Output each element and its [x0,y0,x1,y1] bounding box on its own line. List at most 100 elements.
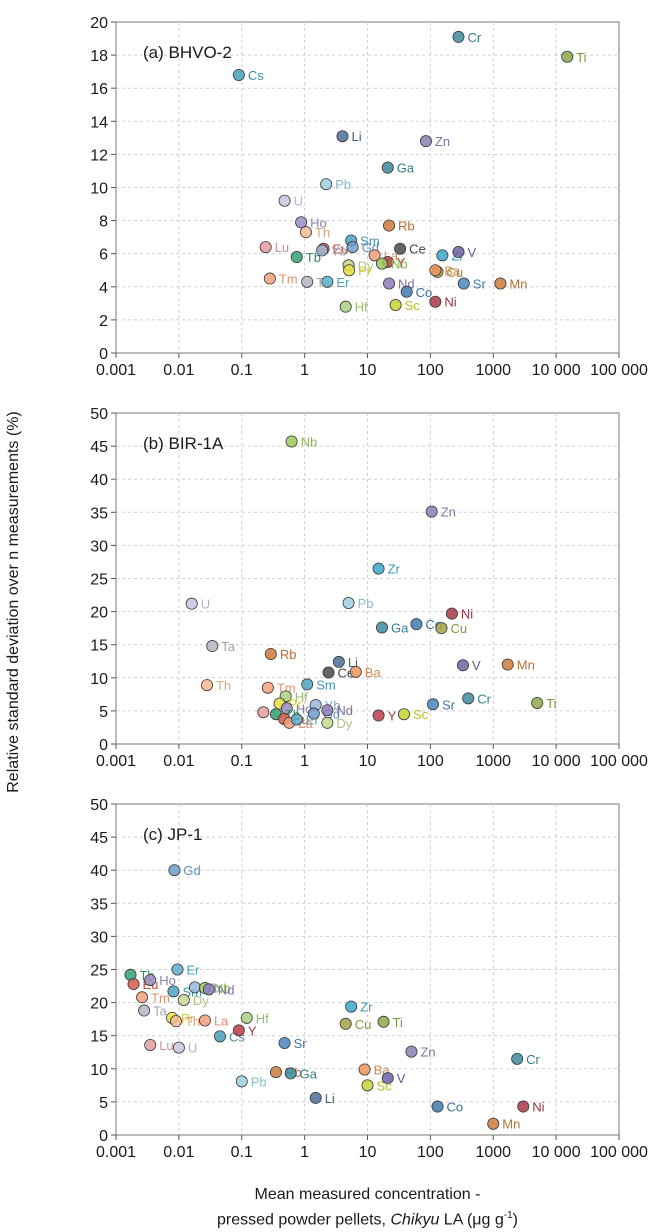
point-label-mn: Mn [502,1117,520,1132]
point-label-u: U [294,194,303,209]
point-label-ce: Ce [338,666,355,681]
point-label-li: Li [351,129,361,144]
point-v [381,1072,394,1085]
point-label-lu: Lu [275,240,289,255]
point-label-er: Er [186,963,200,978]
y-tick-label: 30 [90,538,108,555]
point-mn [501,658,514,671]
x-tick-label: 10 000 [532,1144,581,1161]
point-label-cr: Cr [467,30,481,45]
point-label-pb: Pb [251,1074,267,1089]
point-label-mn: Mn [517,658,535,673]
point-nd [202,983,215,996]
x-tick-label: 1 [300,753,309,770]
point-th [169,1015,182,1028]
point-label-u: U [188,1041,197,1056]
x-tick-label: 0.001 [96,1144,136,1161]
x-tick-label: 10 000 [532,753,581,770]
x-tick-label: 0.1 [231,362,253,379]
x-tick-label: 100 000 [590,1144,648,1161]
x-axis-label-sup: -1 [503,1210,513,1221]
y-tick-label: 6 [99,247,108,264]
point-label-ho: Ho [159,973,176,988]
x-tick-label: 0.01 [163,362,194,379]
point-li [332,655,345,668]
point-gd [168,864,181,877]
point-ho [144,974,157,987]
x-tick-label: 1000 [475,1144,511,1161]
point-li [336,130,349,143]
point-label-rb: Rb [280,647,297,662]
point-label-li: Li [325,1091,335,1106]
y-tick-label: 10 [90,181,108,198]
x-tick-label: 100 000 [590,362,648,379]
point-cr [452,30,465,43]
x-axis-label-prefix: pressed powder pellets, [217,1211,391,1229]
x-tick-label: 1 [300,362,309,379]
x-tick-label: 1 [300,1144,309,1161]
point-label-cu: Cu [450,621,467,636]
panel-title: (b) BIR-1A [143,434,224,453]
point-label-ga: Ga [300,1066,318,1081]
point-label-ti: Ti [546,696,556,711]
y-tick-label: 2 [99,313,108,330]
point-tb [290,251,303,264]
point-label-co: Co [447,1100,464,1115]
point-label-tm: Tm [277,681,296,696]
point-zr [436,249,449,262]
point-label-ni: Ni [461,607,473,622]
point-sc [397,708,410,721]
point-co [410,618,423,631]
y-tick-label: 14 [90,114,108,131]
point-label-ce: Ce [409,242,426,257]
point-label-zr: Zr [360,1000,373,1015]
y-tick-label: 35 [90,505,108,522]
point-zn [425,505,438,518]
point-ni [429,295,442,308]
x-tick-label: 100 000 [590,753,648,770]
point-lu [144,1038,157,1051]
x-tick-label: 0.01 [163,753,194,770]
x-tick-label: 100 [417,1144,444,1161]
y-axis-label-text: Relative standard deviation over n measu… [5,411,22,793]
point-sc [361,1079,374,1092]
point-th [200,679,213,692]
point-sc [389,299,402,312]
x-tick-label: 0.01 [163,1144,194,1161]
point-pb [342,596,355,609]
point-label-cr: Cr [526,1052,540,1067]
y-tick-label: 18 [90,48,108,65]
point-label-y: Y [248,1023,257,1038]
point-label-ni: Ni [532,1100,544,1115]
point-ti [531,696,544,709]
point-cu [339,1017,352,1030]
point-y [372,709,385,722]
point-u [278,194,291,207]
x-tick-label: 0.1 [231,753,253,770]
x-axis-label-line2: pressed powder pellets, Chikyu LA (μg g-… [116,1205,619,1230]
x-tick-label: 10 [359,753,377,770]
y-tick-label: 50 [90,797,108,814]
y-tick-label: 45 [90,439,108,456]
point-cr [462,692,475,705]
point-pr [343,264,356,277]
point-ni [445,607,458,620]
point-li [309,1091,322,1104]
x-axis-label: Mean measured concentration - pressed po… [116,1184,619,1230]
x-axis-label-mid: LA (μg g [439,1211,504,1229]
point-er [171,963,184,976]
point-v [452,246,465,259]
point-gd [307,707,320,720]
y-tick-label: 10 [90,671,108,688]
point-label-eu: Eu [333,242,349,257]
point-label-cr: Cr [477,691,491,706]
point-label-pb: Pb [335,177,351,192]
point-nd [383,277,396,290]
point-label-pb: Pb [358,596,374,611]
point-th [299,226,312,239]
point-mn [487,1117,500,1130]
point-pb [235,1075,248,1088]
point-label-zr: Zr [388,562,401,577]
